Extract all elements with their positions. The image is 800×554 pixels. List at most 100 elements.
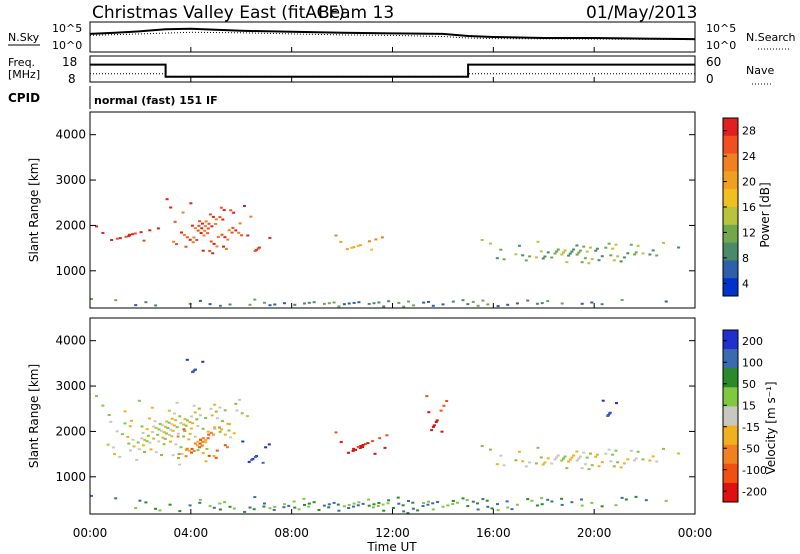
velocity-cells-cell (550, 462, 554, 465)
velocity-cells-cell (434, 421, 438, 423)
velocity-cells-cell (590, 501, 594, 504)
power-cells-cell (594, 249, 598, 252)
velocity-cells-cell (451, 503, 455, 505)
colorbar-swatch (723, 463, 738, 484)
velocity-cells-cell (107, 414, 111, 416)
velocity-cells-cell (352, 505, 355, 508)
power-cells-cell (451, 300, 455, 303)
velocity-cells-cell (240, 412, 244, 415)
velocity-cells-cell (123, 410, 127, 413)
velocity-cells-cell (154, 426, 158, 429)
freq-tick-low: 8 (68, 72, 76, 86)
power-cells-cell (216, 236, 220, 238)
velocity-cells-cell (297, 508, 301, 511)
power-cells-cell (572, 248, 576, 251)
power-cells-cell (476, 304, 480, 307)
velocity-cells-cell (223, 501, 227, 504)
velocity-cells-cell (510, 508, 514, 511)
velocity-cells-cell (253, 496, 257, 499)
velocity-cells-cell (145, 440, 149, 443)
velocity-cells-cell (616, 461, 620, 464)
power-cells-cell (198, 299, 202, 302)
velocity-cells-cell (426, 503, 430, 506)
power-cells-cell (200, 227, 204, 230)
velocity-cells-cell (238, 398, 241, 401)
power-cells-cell (208, 303, 212, 306)
colorbar-tick-label: 200 (742, 335, 763, 348)
velocity-cells-cell (143, 438, 147, 441)
velocity-cells-cell (261, 461, 265, 464)
velocity-cells-cell (376, 505, 380, 507)
power-cells-cell (466, 303, 470, 306)
power-cells-cell (609, 254, 613, 257)
velocity-cells-cell (431, 502, 435, 505)
velocity-cells-cell (172, 424, 176, 427)
velocity-cells-cell (377, 502, 381, 504)
power-cells-cell (357, 301, 361, 304)
y-tick-label: 3000 (55, 173, 86, 187)
velocity-cells-cell (126, 435, 130, 438)
power-cells-cell (550, 256, 554, 259)
velocity-cells-cell (113, 453, 116, 456)
velocity-cells-cell (585, 456, 589, 459)
velocity-cells-cell (371, 440, 375, 443)
power-cells-cell (90, 298, 93, 300)
velocity-cells-cell (114, 497, 118, 500)
velocity-cells-cell (208, 505, 212, 508)
x-tick-label: 00:00 (73, 526, 108, 540)
colorbar-swatch (723, 330, 738, 350)
power-cells-cell (655, 254, 659, 257)
y-tick-label: 2000 (55, 424, 86, 438)
velocity-cells-cell (406, 512, 410, 515)
power-cells-cell (481, 299, 485, 302)
velocity-cells-cell (118, 455, 122, 458)
power-cells-cell (560, 302, 564, 305)
power-cells-cell (502, 258, 506, 261)
velocity-cells-cell (570, 501, 574, 504)
power-cells-cell (495, 257, 499, 260)
power-cells-cell (634, 251, 638, 254)
velocity-cells-cell (218, 502, 222, 505)
velocity-cells-cell (514, 459, 518, 462)
velocity-cells-cell (162, 431, 166, 434)
power-cells-cell (651, 249, 655, 252)
power-cells-cell (249, 215, 253, 218)
velocity-cells-cell (446, 504, 450, 507)
velocity-cells-cell (601, 399, 605, 402)
velocity-cells-cell (185, 419, 189, 422)
velocity-cells-cell (115, 430, 119, 433)
velocity-cells-cell (178, 510, 182, 513)
x-tick-label: 20:00 (577, 526, 612, 540)
velocity-cells-cell (416, 509, 420, 512)
power-cells-cell (218, 304, 222, 307)
velocity-cells-cell (436, 501, 440, 503)
velocity-cells-cell (183, 418, 187, 421)
velocity-cells-cell (336, 503, 340, 506)
velocity-cells-cell (132, 445, 136, 448)
nave-tick-low: 0 (706, 72, 714, 86)
colorbar-tick-label: 50 (742, 378, 756, 391)
power-cells-cell (528, 255, 532, 258)
velocity-cells-cell (209, 431, 213, 434)
power-cells-cell (332, 301, 336, 304)
velocity-cells-cell (367, 504, 371, 507)
velocity-cells-cell (572, 454, 576, 457)
power-cells-cell (256, 247, 260, 250)
power-cells-cell (196, 229, 200, 232)
velocity-cells-cell (170, 423, 174, 426)
power-cells-cell (583, 257, 587, 260)
velocity-cells-cell (150, 406, 154, 409)
x-tick-label: 08:00 (274, 526, 309, 540)
power-cells-cell (611, 247, 615, 250)
power-cells-cell (337, 305, 341, 308)
velocity-cells-cell (148, 441, 152, 444)
colorbar-tick-label: 4 (742, 277, 749, 290)
velocity-cells-cell (293, 506, 297, 509)
power-cells-cell (203, 229, 207, 232)
velocity-cells-cell (227, 429, 231, 432)
power-cells-cell (229, 209, 233, 212)
velocity-cells-cell (648, 459, 652, 462)
velocity-cells-cell (539, 456, 543, 459)
velocity-cells-cell (565, 467, 569, 470)
